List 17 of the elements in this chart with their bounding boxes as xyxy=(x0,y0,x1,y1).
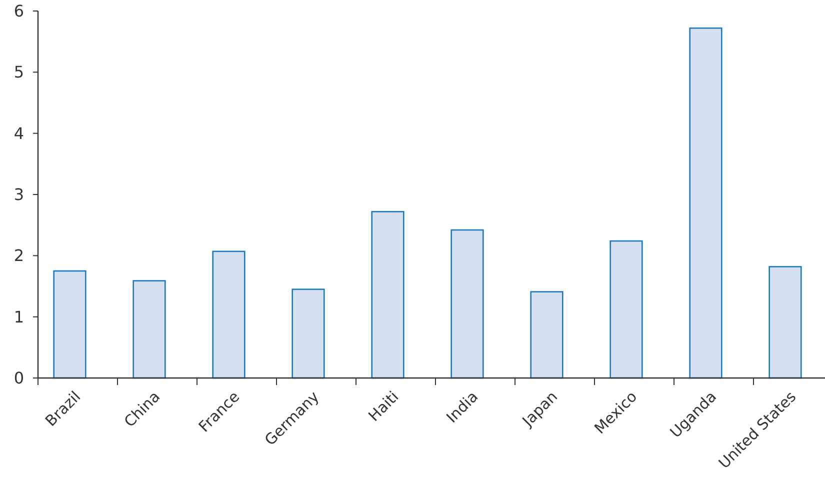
bar xyxy=(689,27,722,379)
y-tick-label: 2 xyxy=(14,246,24,266)
bar xyxy=(371,210,404,379)
bar xyxy=(610,240,643,379)
y-tick-label: 0 xyxy=(14,368,24,388)
bar xyxy=(292,288,325,379)
y-tick-label: 5 xyxy=(14,62,24,82)
y-tick-label: 6 xyxy=(14,2,24,20)
y-tick-label: 4 xyxy=(14,124,24,143)
bar xyxy=(450,229,484,379)
bar xyxy=(212,250,246,379)
bar xyxy=(768,266,802,379)
bar xyxy=(530,291,564,379)
y-tick-label: 1 xyxy=(14,307,24,326)
bar xyxy=(132,280,166,379)
y-tick-label: 3 xyxy=(14,185,24,204)
bar xyxy=(53,270,86,379)
